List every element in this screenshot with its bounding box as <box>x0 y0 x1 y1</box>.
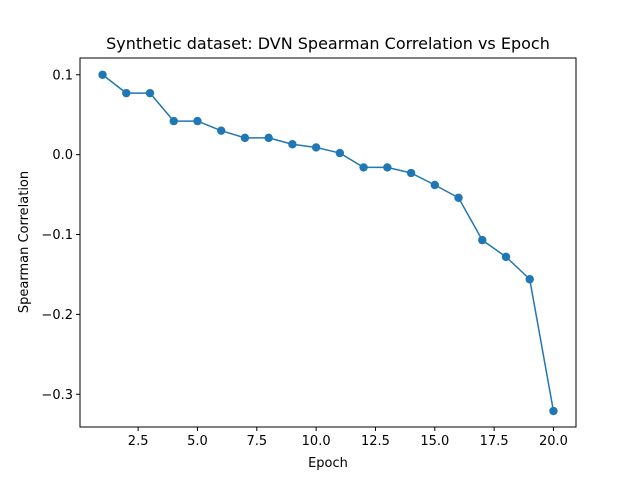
y-tick-label: −0.2 <box>41 308 73 323</box>
data-point <box>145 88 155 98</box>
y-tick-label: −0.1 <box>41 228 73 243</box>
data-point <box>383 163 392 172</box>
data-point <box>335 148 345 158</box>
x-tick-label: 7.5 <box>246 434 267 449</box>
data-point <box>454 193 463 202</box>
data-point <box>98 70 107 79</box>
series-points <box>98 70 558 416</box>
data-point <box>311 143 321 152</box>
data-point <box>288 140 297 149</box>
y-tick-label: 0.1 <box>52 68 73 83</box>
y-axis-label: Spearman Correlation <box>17 171 32 313</box>
x-tick-label: 15.0 <box>420 434 449 449</box>
plot-frame <box>79 57 577 428</box>
data-point <box>240 133 250 143</box>
x-axis: 2.5 5.0 7.5 10.0 12.5 15.0 17.5 20.0 <box>128 427 568 449</box>
y-tick-label: 0.0 <box>52 148 73 163</box>
data-point <box>122 88 131 98</box>
data-point <box>169 116 178 126</box>
data-point <box>525 275 534 284</box>
data-point <box>430 180 439 190</box>
y-axis: 0.1 0.0 −0.1 −0.2 −0.3 <box>41 68 80 403</box>
x-tick-label: 12.5 <box>361 434 390 449</box>
y-tick-label: −0.3 <box>41 388 73 403</box>
data-point <box>549 406 558 416</box>
data-point <box>478 235 487 245</box>
data-point <box>359 163 368 172</box>
series-line <box>102 74 555 412</box>
data-point <box>501 252 511 262</box>
data-point <box>193 116 202 126</box>
x-axis-label: Epoch <box>308 456 348 471</box>
chart-title: Synthetic dataset: DVN Spearman Correlat… <box>106 34 550 53</box>
x-tick-label: 20.0 <box>539 434 568 449</box>
x-tick-label: 2.5 <box>128 434 149 449</box>
x-tick-label: 17.5 <box>480 434 509 449</box>
data-point <box>217 126 226 135</box>
data-point <box>406 168 416 178</box>
x-tick-label: 10.0 <box>302 434 331 449</box>
x-tick-label: 5.0 <box>187 434 208 449</box>
data-point <box>264 133 273 143</box>
